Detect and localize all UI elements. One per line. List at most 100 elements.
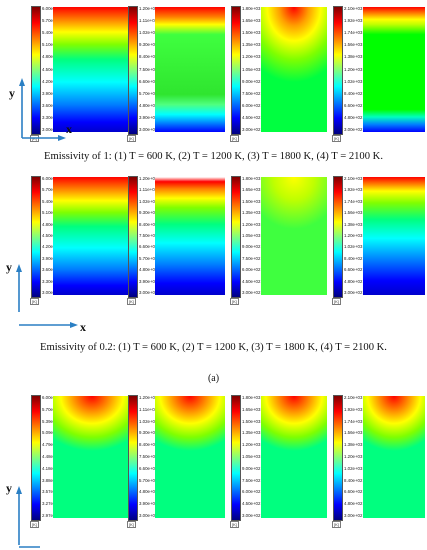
colorbar-tick: 1.35e+03 bbox=[242, 42, 261, 48]
x-axis-label-row1: x bbox=[66, 122, 72, 136]
colorbar-tick: 4.18e+02 bbox=[42, 465, 61, 471]
colorbar-tick: 2.10e+03 bbox=[344, 395, 363, 400]
colorbar-tick: 5.09e+02 bbox=[42, 430, 61, 436]
colorbar-tick: 1.65e+03 bbox=[242, 18, 261, 24]
colorbar-tick: 9.30e+02 bbox=[139, 210, 158, 216]
colorbar-tick: 1.50e+03 bbox=[242, 30, 261, 36]
colorbar-tick: 5.10e+02 bbox=[42, 210, 61, 216]
colorbar-tick: 3.00e+02 bbox=[242, 127, 261, 132]
colorbar-tick: 5.40e+02 bbox=[42, 198, 61, 204]
y-axis-label-row1: y bbox=[9, 86, 15, 100]
temperature-contour-r1-p2 bbox=[155, 7, 225, 132]
colorbar-tick: 1.80e+03 bbox=[242, 6, 261, 11]
subfigure-label: (a) bbox=[207, 373, 220, 384]
colorbar-tick: 9.30e+02 bbox=[139, 42, 158, 48]
colorbar-tick: 4.50e+02 bbox=[242, 278, 261, 284]
colorbar-tick: 2.10e+03 bbox=[344, 6, 363, 11]
colorbar-tick: 2.97e+02 bbox=[42, 513, 61, 518]
colorbar-tick: 9.30e+02 bbox=[139, 430, 158, 436]
y-axis-label-row3: y bbox=[6, 481, 12, 495]
colorbar-tick: 1.05e+03 bbox=[242, 66, 261, 72]
colorbar-tick: 1.02e+03 bbox=[344, 244, 363, 250]
colorbar-tick: 1.02e+03 bbox=[344, 465, 363, 471]
colorbar-tick: 4.50e+02 bbox=[42, 233, 61, 238]
colorbar-tick: 5.70e+02 bbox=[42, 18, 61, 24]
colorbar-r1-p2 bbox=[128, 6, 138, 135]
colorbar-r3-p3 bbox=[231, 395, 241, 521]
colorbar-tick: 3.90e+02 bbox=[42, 90, 61, 96]
temperature-contour-r1-p4 bbox=[363, 7, 425, 132]
colorbar-tick: 4.48e+02 bbox=[42, 454, 61, 459]
unit-label: [K] bbox=[30, 298, 39, 305]
temperature-contour-r3-p2 bbox=[155, 396, 225, 518]
colorbar-tick: 3.00e+02 bbox=[42, 290, 61, 295]
colorbar-tick: 6.00e+02 bbox=[242, 267, 261, 273]
colorbar-tick: 1.02e+03 bbox=[139, 198, 158, 204]
unit-label: [K] bbox=[332, 298, 341, 305]
colorbar-tick: 6.00e+02 bbox=[42, 6, 61, 11]
caption-emissivity-1: Emissivity of 1: (1) T = 600 K, (2) T = … bbox=[44, 151, 383, 162]
colorbar-tick: 3.00e+02 bbox=[139, 127, 158, 132]
colorbar-tick: 8.40e+02 bbox=[344, 255, 363, 261]
colorbar-tick: 1.20e+03 bbox=[344, 454, 363, 459]
colorbar-tick: 1.20e+03 bbox=[139, 176, 158, 181]
colorbar-tick: 8.40e+02 bbox=[344, 477, 363, 483]
temperature-contour-r3-p3 bbox=[261, 396, 327, 518]
colorbar-tick: 1.74e+03 bbox=[344, 418, 363, 424]
colorbar-tick: 1.92e+03 bbox=[344, 406, 363, 412]
colorbar-tick: 3.27e+02 bbox=[42, 501, 61, 507]
colorbar-r2-p4 bbox=[333, 176, 343, 298]
colorbar-tick: 1.20e+03 bbox=[139, 6, 158, 11]
colorbar-tick: 3.00e+02 bbox=[344, 513, 363, 518]
colorbar-tick: 1.74e+03 bbox=[344, 30, 363, 36]
unit-label: [K] bbox=[127, 521, 136, 528]
colorbar-tick: 1.38e+03 bbox=[344, 54, 363, 60]
colorbar-tick: 3.00e+02 bbox=[242, 290, 261, 295]
colorbar-tick: 1.02e+03 bbox=[344, 78, 363, 84]
colorbar-tick: 1.20e+03 bbox=[139, 395, 158, 400]
y-axis-label-row2: y bbox=[6, 260, 12, 274]
colorbar-tick: 3.90e+02 bbox=[139, 114, 158, 120]
colorbar-r3-p1 bbox=[31, 395, 41, 521]
colorbar-tick: 3.00e+02 bbox=[139, 513, 158, 518]
colorbar-tick: 1.11e+03 bbox=[139, 187, 158, 193]
colorbar-tick: 7.50e+02 bbox=[242, 255, 261, 261]
colorbar-tick: 1.11e+03 bbox=[139, 18, 158, 24]
colorbar-tick: 5.70e+02 bbox=[139, 255, 158, 261]
colorbar-tick: 7.50e+02 bbox=[242, 90, 261, 96]
colorbar-tick: 4.50e+02 bbox=[242, 501, 261, 507]
colorbar-tick: 1.56e+03 bbox=[344, 210, 363, 216]
colorbar-tick: 5.39e+02 bbox=[42, 418, 61, 424]
colorbar-tick: 1.56e+03 bbox=[344, 42, 363, 48]
temperature-contour-r2-p3 bbox=[261, 177, 327, 295]
colorbar-tick: 1.20e+03 bbox=[242, 442, 261, 448]
temperature-contour-r1-p3 bbox=[261, 7, 327, 132]
colorbar-tick: 1.35e+03 bbox=[242, 430, 261, 436]
unit-label: [K] bbox=[230, 135, 239, 142]
colorbar-tick: 4.79e+02 bbox=[42, 442, 61, 448]
colorbar-tick: 1.20e+03 bbox=[242, 54, 261, 60]
colorbar-tick: 5.70e+02 bbox=[139, 90, 158, 96]
colorbar-tick: 4.50e+02 bbox=[42, 66, 61, 72]
colorbar-tick: 3.90e+02 bbox=[42, 255, 61, 261]
colorbar-tick: 5.70e+02 bbox=[139, 477, 158, 483]
colorbar-r2-p3 bbox=[231, 176, 241, 298]
colorbar-tick: 1.80e+03 bbox=[242, 395, 261, 400]
unit-label: [K] bbox=[127, 298, 136, 305]
temperature-contour-r1-p1 bbox=[53, 7, 131, 132]
colorbar-tick: 1.02e+03 bbox=[139, 418, 158, 424]
unit-label: [K] bbox=[332, 135, 341, 142]
colorbar-tick: 1.56e+03 bbox=[344, 430, 363, 436]
colorbar-tick: 6.60e+02 bbox=[344, 267, 363, 273]
unit-label: [K] bbox=[30, 521, 39, 528]
colorbar-tick: 3.88e+02 bbox=[42, 477, 61, 483]
colorbar-tick: 1.05e+03 bbox=[242, 233, 261, 238]
colorbar-tick: 3.00e+02 bbox=[139, 290, 158, 295]
temperature-contour-r3-p4 bbox=[363, 396, 425, 518]
colorbar-tick: 5.40e+02 bbox=[42, 30, 61, 36]
colorbar-tick: 1.74e+03 bbox=[344, 198, 363, 204]
temperature-contour-r2-p4 bbox=[363, 177, 425, 295]
colorbar-tick: 1.50e+03 bbox=[242, 418, 261, 424]
colorbar-tick: 6.60e+02 bbox=[344, 102, 363, 108]
